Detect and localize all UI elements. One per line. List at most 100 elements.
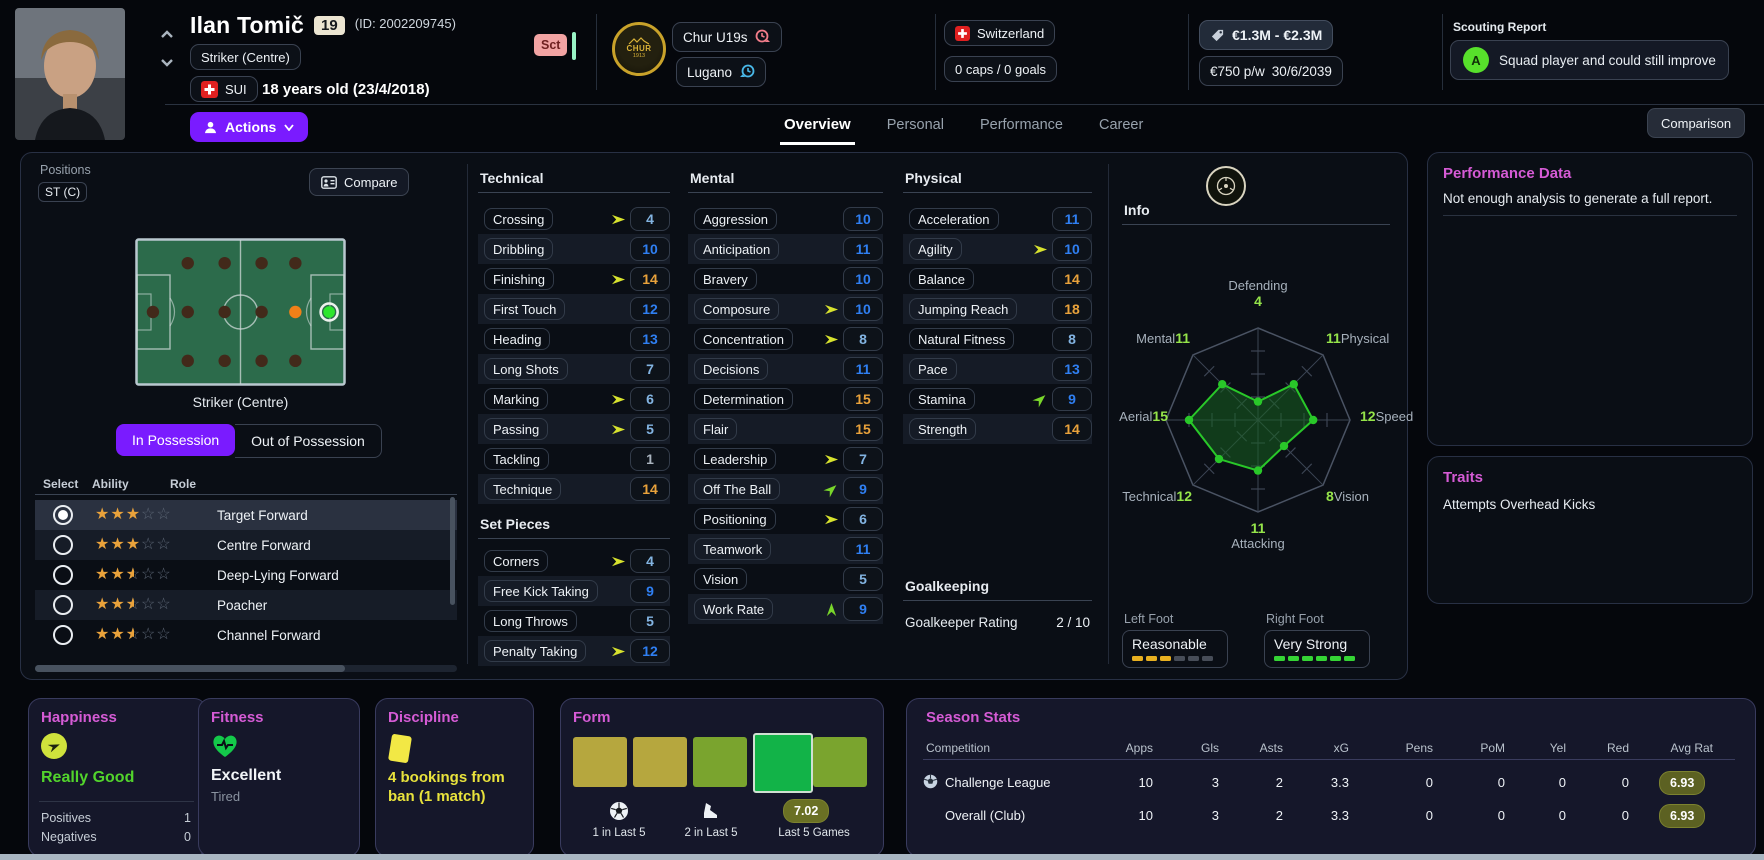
season-stats-title: Season Stats: [926, 709, 1021, 726]
foot-strength-segment: [1132, 656, 1143, 661]
club-crest-icon[interactable]: CHUR 1913: [612, 22, 666, 76]
role-row[interactable]: ★★☆ ★ ☆☆ Channel Forward: [35, 620, 457, 650]
right-foot-box: Very Strong: [1264, 630, 1370, 668]
attribute-label: Positioning: [694, 508, 776, 530]
stat-value: 10: [1138, 808, 1153, 823]
parent-club-link[interactable]: Lugano: [676, 57, 767, 87]
attribute-row: Teamwork 11: [688, 534, 883, 564]
season-stats-card: Season Stats Competition Apps Gls Asts xG Pen…: [906, 698, 1756, 857]
role-row[interactable]: ★★★☆☆ Centre Forward: [35, 530, 457, 560]
stat-value: 0: [1558, 775, 1566, 790]
stat-value: 2: [1275, 775, 1283, 790]
attribute-label: Strength: [909, 418, 977, 440]
compare-button[interactable]: Compare: [309, 168, 410, 196]
right-foot-strength-bars: [1274, 656, 1360, 661]
stat-value: 0: [1621, 808, 1629, 823]
trend-arrow-icon: [611, 424, 625, 434]
discipline-text: 4 bookings from ban (1 match): [388, 769, 505, 805]
stat-value: 0: [1621, 775, 1629, 790]
attribute-label: Bravery: [694, 268, 757, 290]
attribute-row: Flair 15: [688, 414, 883, 444]
form-card: Form 7.02 1 in Last 5 2 in Last 5 Last 5…: [560, 698, 884, 857]
stat-value: 0: [1558, 808, 1566, 823]
attribute-value: 8: [1052, 327, 1092, 351]
tab-overview[interactable]: Overview: [770, 108, 865, 145]
competition-cell[interactable]: Challenge League: [945, 775, 1051, 790]
attribute-label: Acceleration: [909, 208, 999, 230]
attribute-row: First Touch 12: [478, 294, 670, 324]
radar-axis-defending: Defending 4: [1228, 278, 1288, 309]
attribute-row: Tackling 1: [478, 444, 670, 474]
foot-strength-segment: [1344, 656, 1355, 661]
horizontal-scrollbar-track[interactable]: [35, 665, 457, 672]
youth-team-link[interactable]: Chur U19s: [672, 22, 782, 52]
attribute-value: 10: [843, 297, 883, 321]
loan-clock-icon: [755, 29, 770, 43]
attribute-label: Composure: [694, 298, 780, 320]
attribute-row: Work Rate 9: [688, 594, 883, 624]
physical-attributes: Acceleration 11 Agility 10 Balance 14 Jumping …: [903, 204, 1092, 444]
comparison-button[interactable]: Comparison: [1647, 108, 1746, 138]
attribute-row: Passing 5: [478, 414, 670, 444]
toggle-out-of-possession[interactable]: Out of Possession: [235, 424, 382, 458]
role-row[interactable]: ★★☆ ★ ☆☆ Deep-Lying Forward: [35, 560, 457, 590]
fitness-card: Fitness Excellent Tired: [198, 698, 360, 857]
scouting-report-box: A Squad player and could still improve: [1450, 40, 1729, 80]
trend-arrow: [608, 272, 628, 287]
stats-column-header: Red: [1606, 741, 1629, 755]
foot-strength-segment: [1274, 656, 1285, 661]
scout-summary: Squad player and could still improve: [1499, 52, 1716, 68]
attribute-label: Stamina: [909, 388, 975, 410]
nation-link[interactable]: Switzerland: [944, 20, 1056, 46]
attribute-label: Anticipation: [694, 238, 780, 260]
previous-player-chevron-icon[interactable]: [160, 30, 174, 39]
attribute-label: Long Shots: [484, 358, 568, 380]
role-list-scrollbar[interactable]: [450, 497, 455, 605]
tab-performance[interactable]: Performance: [979, 117, 1063, 133]
tab-career[interactable]: Career: [1098, 117, 1144, 133]
trend-arrow: [821, 512, 841, 527]
radar-axis-attacking: 11 Attacking: [1231, 520, 1285, 551]
fitness-title: Fitness: [211, 709, 264, 726]
trend-arrow: [608, 392, 628, 407]
next-player-chevron-icon[interactable]: [160, 58, 174, 67]
attribute-label: Jumping Reach: [909, 298, 1018, 320]
actions-button[interactable]: Actions: [190, 112, 309, 142]
mental-header: Mental: [690, 170, 735, 186]
role-radio[interactable]: [53, 595, 73, 615]
form-result-square: [693, 737, 747, 787]
tab-personal[interactable]: Personal: [886, 117, 944, 133]
traits-title: Traits: [1443, 469, 1484, 486]
right-foot-label: Right Foot: [1266, 612, 1324, 626]
competition-cell[interactable]: Overall (Club): [945, 808, 1026, 823]
set-pieces-header: Set Pieces: [480, 516, 551, 532]
attribute-row: Free Kick Taking 9: [478, 576, 670, 606]
attribute-row: Crossing 4: [478, 204, 670, 234]
form-result-square: [813, 737, 867, 787]
role-row[interactable]: ★★★☆☆ Target Forward: [35, 500, 457, 530]
attribute-label: Dribbling: [484, 238, 554, 260]
role-radio[interactable]: [53, 535, 73, 555]
left-foot-label: Left Foot: [1124, 612, 1174, 626]
attribute-row: Corners 4: [478, 546, 670, 576]
role-radio[interactable]: [53, 505, 73, 525]
attribute-label: Leadership: [694, 448, 777, 470]
horizontal-scrollbar-thumb[interactable]: [35, 665, 345, 672]
attribute-row: Strength 14: [903, 414, 1092, 444]
role-radio[interactable]: [53, 565, 73, 585]
scout-badge: Sct: [534, 34, 568, 56]
stat-value: 0: [1425, 808, 1433, 823]
attribute-value: 4: [630, 207, 670, 231]
role-radio[interactable]: [53, 625, 73, 645]
attribute-label: Corners: [484, 550, 549, 572]
attribute-label: Finishing: [484, 268, 555, 290]
toggle-in-possession[interactable]: In Possession: [116, 424, 236, 456]
foot-strength-segment: [1330, 656, 1341, 661]
profile-roundel-icon[interactable]: [1206, 166, 1246, 206]
scout-status-bar: [572, 32, 576, 60]
nationality-chip[interactable]: SUI: [190, 76, 258, 102]
trend-arrow: [608, 212, 628, 227]
swiss-flag-icon: [955, 25, 970, 41]
role-row[interactable]: ★★☆ ★ ☆☆ Poacher: [35, 590, 457, 620]
technical-attributes: Crossing 4 Dribbling 10 Finishing 14 First Tou…: [478, 204, 670, 504]
